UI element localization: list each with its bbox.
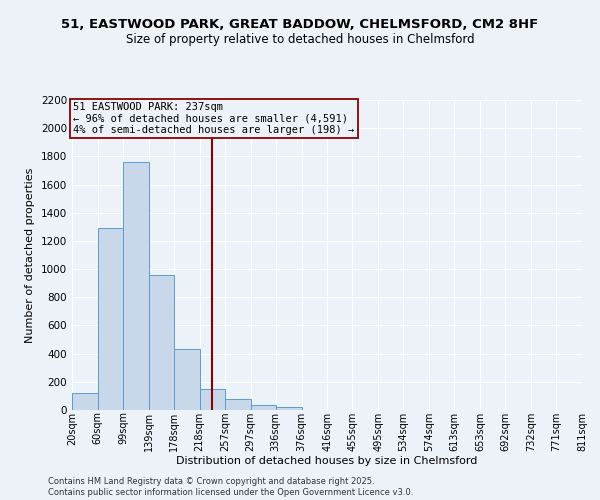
- Bar: [98, 228, 123, 410]
- Bar: [251, 405, 276, 410]
- Bar: [149, 274, 174, 410]
- Bar: [72, 393, 98, 410]
- X-axis label: Distribution of detached houses by size in Chelmsford: Distribution of detached houses by size …: [176, 456, 478, 466]
- Text: Contains HM Land Registry data © Crown copyright and database right 2025.
Contai: Contains HM Land Registry data © Crown c…: [48, 478, 413, 497]
- Bar: [225, 400, 251, 410]
- Bar: [276, 407, 302, 410]
- Bar: [174, 350, 200, 410]
- Y-axis label: Number of detached properties: Number of detached properties: [25, 168, 35, 342]
- Bar: [123, 162, 149, 410]
- Text: 51, EASTWOOD PARK, GREAT BADDOW, CHELMSFORD, CM2 8HF: 51, EASTWOOD PARK, GREAT BADDOW, CHELMSF…: [61, 18, 539, 30]
- Text: 51 EASTWOOD PARK: 237sqm
← 96% of detached houses are smaller (4,591)
4% of semi: 51 EASTWOOD PARK: 237sqm ← 96% of detach…: [73, 102, 355, 136]
- Text: Size of property relative to detached houses in Chelmsford: Size of property relative to detached ho…: [125, 32, 475, 46]
- Bar: [200, 389, 225, 410]
